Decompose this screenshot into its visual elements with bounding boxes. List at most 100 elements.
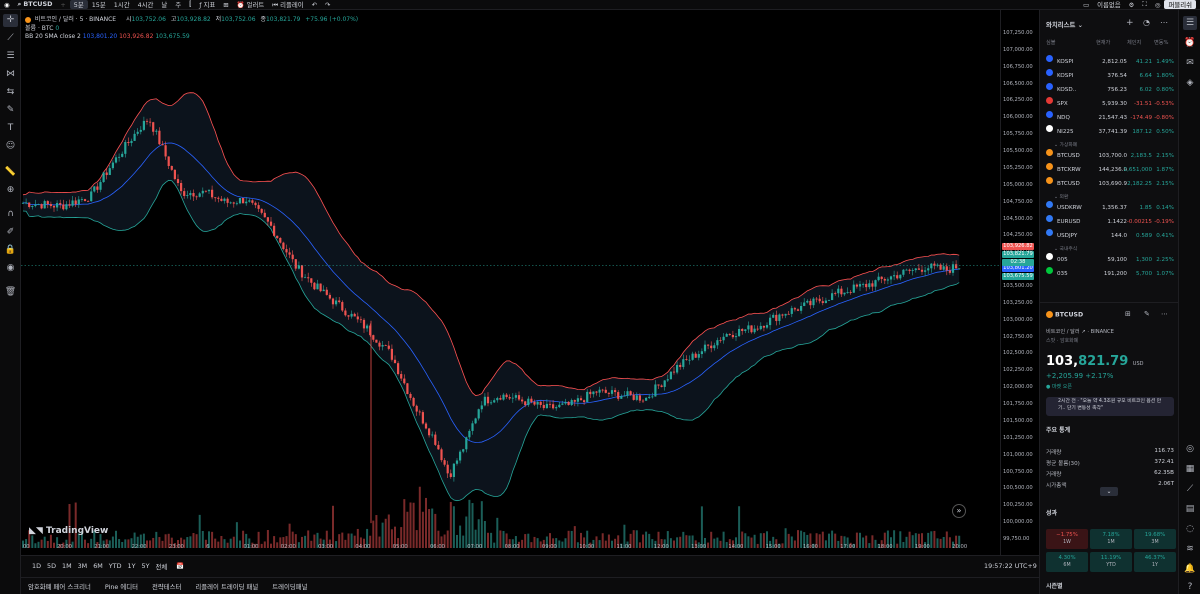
goto-date-icon[interactable]: 📅 [176, 562, 185, 570]
trash-icon[interactable]: 🗑 [4, 287, 17, 297]
watchlist-row[interactable]: BTCUSD 103,690.9 2,182.25 2.15% [1040, 177, 1179, 191]
price-chart-svg[interactable] [21, 10, 1000, 555]
indicators-button[interactable]: ƒ 지표 [199, 1, 216, 9]
watchlist-row[interactable]: BTCKRW 144,236.0 2,651,000 1.87% [1040, 163, 1179, 177]
text-icon[interactable]: T [7, 123, 14, 133]
range-5y[interactable]: 5Y [141, 562, 150, 570]
zoom-icon[interactable]: ⊕ [6, 185, 15, 195]
perf-cell[interactable]: 46.37% 1Y [1134, 552, 1176, 572]
fib-icon[interactable]: ☰ [6, 51, 15, 61]
watchlist-row[interactable]: BTCUSD 103,700.0 2,183.5 2.15% [1040, 149, 1179, 163]
details-symbol[interactable]: BTCUSD [1046, 311, 1083, 319]
news-banner[interactable]: 2시간 전 · "오늘 약 4.3조원 규모 비트코인 옵션 만기.. 단기 변… [1046, 397, 1174, 416]
chat-icon[interactable]: ✉ [1186, 58, 1194, 68]
watchlist-row[interactable]: KOSPI 376.54 6.64 1.80% [1040, 69, 1179, 83]
settings-icon[interactable]: ⚙ [1128, 0, 1135, 9]
col-change[interactable]: 체인지 [1127, 40, 1142, 46]
brush-icon[interactable]: ✎ [6, 105, 15, 115]
time-axis[interactable]: 00 20:00 21:00 22:00 23:00 6 01:00 02:00 03:00 04… [21, 544, 1000, 554]
expand-stats-icon[interactable]: ⌄ [1100, 487, 1118, 496]
snapshot-icon[interactable]: ◎ [1154, 0, 1161, 9]
chart-pane[interactable]: 비트코인 / 달러 · 5 · BINANCE 시103,752.06 고103… [21, 10, 1000, 555]
chart-type-icon[interactable]: ⫿ [189, 0, 192, 8]
notes-icon[interactable]: ▤ [1185, 504, 1195, 514]
details-edit-icon[interactable]: ✎ [1144, 310, 1150, 318]
watchlist-row[interactable]: 035 191,200 5,700 1.07% [1040, 267, 1179, 281]
watchlist-title[interactable]: 와치리스트 ⌄ [1046, 21, 1083, 29]
interval-1h[interactable]: 1시간 [113, 1, 130, 9]
watchlist-row[interactable]: NI225 37,741.39 187.12 0.50% [1040, 125, 1179, 139]
watchlist-row[interactable]: 005 59,100 1,300 2.25% [1040, 253, 1179, 267]
watchlist-row[interactable]: USDKRW 1,356.37 1.85 0.14% [1040, 201, 1179, 215]
symbol-search[interactable]: ⌕ BTCUSD [17, 0, 53, 8]
details-more-icon[interactable]: ⋯ [1161, 310, 1168, 318]
range-1d[interactable]: 1D [32, 562, 41, 570]
help-icon[interactable]: ? [1187, 582, 1193, 592]
range-1m[interactable]: 1M [62, 562, 72, 570]
logo-icon[interactable]: ◉ [4, 0, 10, 9]
col-symbol[interactable]: 심볼 [1046, 40, 1056, 46]
tab-replay-trading[interactable]: 리플레이 트레이딩 패널 [195, 582, 259, 591]
alerts-icon[interactable]: ⏰ [1184, 38, 1196, 48]
watchlist-row[interactable]: KOSPI 2,812.05 41.21 1.49% [1040, 55, 1179, 69]
perf-cell[interactable]: −1.75% 1W [1046, 529, 1088, 549]
range-5d[interactable]: 5D [47, 562, 56, 570]
perf-cell[interactable]: 11.19% YTD [1090, 552, 1132, 572]
undo-icon[interactable]: ↶ [311, 0, 317, 9]
interval-day[interactable]: 날 [161, 1, 168, 9]
range-3m[interactable]: 3M [77, 562, 88, 570]
interval-4h[interactable]: 4시간 [137, 1, 154, 9]
layout-icon[interactable]: ▭ [1083, 0, 1090, 9]
eye-icon[interactable]: ◉ [6, 263, 15, 273]
fullscreen-icon[interactable]: ⛶ [1142, 0, 1147, 8]
ideas-icon[interactable]: ⟋ [1186, 484, 1194, 494]
perf-cell[interactable]: 19.68% 3M [1134, 529, 1176, 549]
crosshair-icon[interactable]: ✛ [3, 14, 18, 27]
redo-icon[interactable]: ↷ [324, 0, 331, 9]
watchlist-section[interactable]: ⌄ 외환 [1054, 195, 1069, 200]
range-1y[interactable]: 1Y [127, 562, 136, 570]
clock[interactable]: 19:57:22 UTC+9 [984, 562, 1037, 570]
range-ytd[interactable]: YTD [108, 562, 122, 570]
templates-icon[interactable]: ⊞ [223, 0, 229, 9]
forecast-icon[interactable]: ⇆ [6, 87, 15, 97]
interval-5m[interactable]: 5분 [69, 0, 88, 9]
layers-icon[interactable]: ◈ [1186, 78, 1194, 88]
tab-screener[interactable]: 암호화폐 페어 스크리너 [28, 582, 91, 591]
trendline-icon[interactable]: ⟋ [7, 33, 14, 43]
publish-button[interactable]: 퍼블리쉬 [1164, 0, 1196, 9]
add-symbol-icon[interactable]: + [1126, 18, 1134, 28]
emoji-icon[interactable]: ☺ [5, 141, 16, 151]
perf-cell[interactable]: 7.18% 1M [1090, 529, 1132, 549]
price-axis[interactable]: 107,250.00 107,000.00 106,750.00 106,500.00… [1000, 10, 1039, 555]
range-6m[interactable]: 6M [93, 562, 103, 570]
watchlist-section[interactable]: ⌄ 가상화폐 [1054, 143, 1078, 148]
interval-15m[interactable]: 15분 [91, 1, 106, 9]
tab-strategy-tester[interactable]: 전략테스터 [152, 582, 182, 591]
notifications-icon[interactable]: 🔔 [1184, 564, 1196, 574]
col-change-pct[interactable]: 변동% [1154, 40, 1169, 46]
alert-button[interactable]: ⏰ 얼러트 [236, 1, 265, 9]
tab-pine-editor[interactable]: Pine 에디터 [104, 582, 138, 591]
calendar-icon[interactable]: ▦ [1185, 464, 1195, 474]
watchlist-row[interactable]: EURUSD 1.1422 -0.00215 -0.19% [1040, 215, 1179, 229]
pattern-icon[interactable]: ⋈ [6, 69, 15, 79]
more-icon[interactable]: ⋯ [1160, 18, 1168, 27]
col-price[interactable]: 현재가 [1096, 40, 1111, 46]
interval-week[interactable]: 주 [175, 1, 182, 9]
stream-icon[interactable]: ≋ [1186, 544, 1194, 554]
magnet-icon[interactable]: ∩ [7, 209, 14, 219]
chat-bubble-icon[interactable]: ◌ [1186, 524, 1194, 534]
watchlist-row[interactable]: KOSD.. 756.23 6.02 0.80% [1040, 83, 1179, 97]
stay-drawing-icon[interactable]: ✐ [6, 227, 15, 237]
tab-trading-panel[interactable]: 트레이딩패널 [272, 582, 308, 591]
perf-cell[interactable]: 4.30% 6M [1046, 552, 1088, 572]
watchlist-icon[interactable]: ☰ [1183, 16, 1197, 30]
watchlist-section[interactable]: ⌄ 국내주식 [1054, 247, 1078, 252]
watchlist-row[interactable]: SPX 5,939.30 -31.51 -0.53% [1040, 97, 1179, 111]
scroll-to-realtime-icon[interactable]: » [952, 504, 966, 518]
layout-name[interactable]: 이름없음 [1097, 1, 1121, 9]
lock-icon[interactable]: 🔒 [4, 245, 17, 255]
details-grid-icon[interactable]: ⊞ [1125, 310, 1131, 318]
watchlist-row[interactable]: NDQ 21,547.43 -174.49 -0.80% [1040, 111, 1179, 125]
